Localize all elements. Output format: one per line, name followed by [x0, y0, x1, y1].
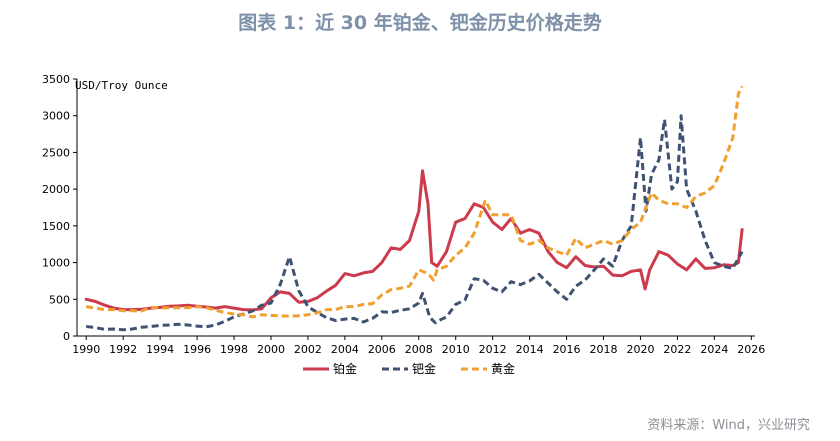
series-line-黄金	[85, 85, 744, 319]
x-tick-label: 2022	[663, 343, 691, 356]
x-tick-label: 2002	[294, 343, 322, 356]
legend-label: 铂金	[333, 361, 357, 376]
x-tick-label: 1998	[220, 343, 248, 356]
y-axis-unit-label: USD/Troy Ounce	[75, 79, 168, 92]
axes: 0 500 1000 1500 2000 2500 3000 3500 1990 1992 1994…	[42, 73, 765, 356]
y-tick-label: 1500	[42, 220, 70, 233]
y-tick-label: 1000	[42, 257, 70, 270]
x-tick-label: 2000	[257, 343, 285, 356]
y-tick-label: 3500	[42, 73, 70, 86]
x-tick-label: 2018	[590, 343, 618, 356]
y-tick-label: 2500	[42, 146, 70, 159]
x-tick-label: 2024	[700, 343, 728, 356]
series-layer	[84, 85, 744, 332]
y-tick-label: 0	[63, 330, 70, 343]
legend: 铂金 钯金 黄金	[303, 361, 515, 376]
x-tick-label: 2026	[737, 343, 765, 356]
legend-label: 黄金	[491, 361, 515, 376]
x-tick-label: 1996	[183, 343, 211, 356]
x-tick-label: 2020	[626, 343, 654, 356]
x-tick-label: 2008	[405, 343, 433, 356]
x-tick-label: 1992	[109, 343, 137, 356]
x-tick-label: 2012	[479, 343, 507, 356]
x-tick-label: 2010	[442, 343, 470, 356]
source-note: 资料来源：Wind，兴业研究	[647, 418, 810, 433]
chart-title: 图表 1：近 30 年铂金、钯金历史价格走势	[238, 12, 602, 34]
x-tick-label: 2016	[553, 343, 581, 356]
x-tick-label: 1990	[72, 343, 100, 356]
y-tick-label: 2000	[42, 183, 70, 196]
legend-label: 钯金	[412, 361, 436, 376]
y-tick-label: 3000	[42, 110, 70, 123]
x-tick-label: 2014	[516, 343, 544, 356]
x-tick-label: 2004	[331, 343, 359, 356]
x-tick-label: 2006	[368, 343, 396, 356]
x-tick-label: 1994	[146, 343, 174, 356]
y-tick-label: 500	[49, 293, 70, 306]
